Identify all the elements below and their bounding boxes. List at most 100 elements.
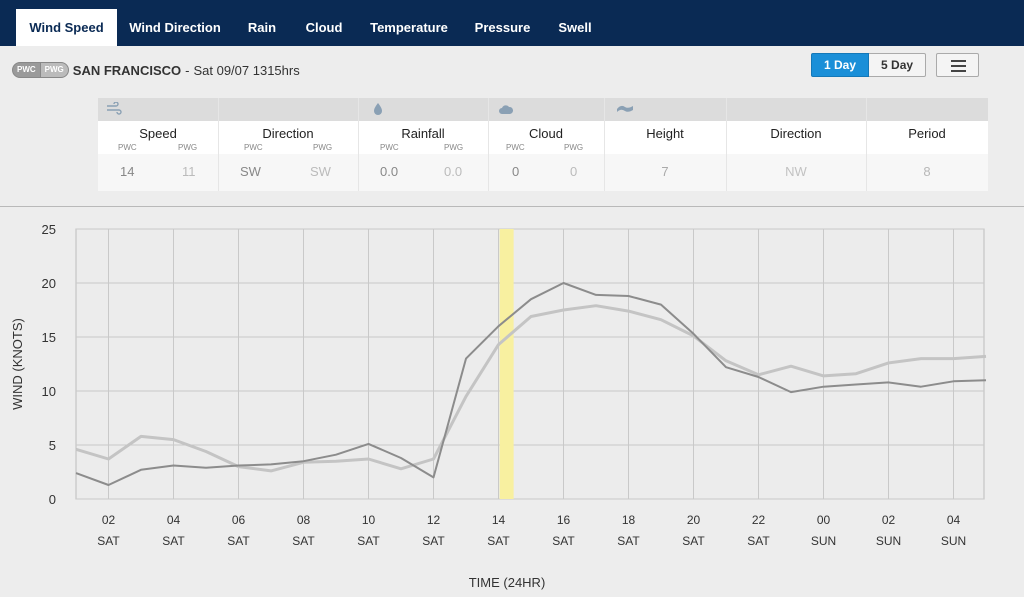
grid-lines — [76, 228, 984, 500]
rainfall-pwg-value: 0.0 — [444, 164, 463, 179]
swell-period-values: 8 — [866, 154, 988, 191]
x-tick-hour-label: 08 — [297, 513, 311, 527]
x-tick-hour-label: 20 — [687, 513, 701, 527]
series-layer — [75, 282, 987, 486]
rainfall-values: 0.0 0.0 — [358, 154, 488, 191]
y-axis-label: WIND (KNOTS) — [10, 318, 25, 410]
summary-icon-bar — [98, 98, 988, 121]
x-tick-day-label: SAT — [97, 534, 120, 548]
y-tick-label: 20 — [42, 276, 56, 291]
rainfall-pwc-value: 0.0 — [380, 164, 399, 179]
x-tick-day-label: SAT — [552, 534, 575, 548]
x-tick-day-label: SUN — [876, 534, 901, 548]
column-divider — [726, 98, 727, 191]
y-tick-labels: 0 5 10 15 20 25 — [42, 222, 56, 507]
x-tick-labels: 02 SAT 04 SAT 06 SAT 08 SAT 10 SAT 12 SAT 14 SAT 16 SAT… — [97, 513, 966, 548]
rainfall-label: Rainfall — [401, 126, 445, 141]
x-tick-hour-label: 18 — [622, 513, 636, 527]
swell-height-column: Height 7 — [604, 121, 726, 191]
direction-column: Direction PWC PWG SW SW — [218, 121, 358, 191]
tab-temperature[interactable]: Temperature — [370, 20, 448, 35]
x-tick-hour-label: 10 — [362, 513, 376, 527]
section-divider — [0, 206, 1024, 207]
series-line-pwc — [75, 282, 987, 486]
pwc-badge: PWC — [12, 62, 41, 78]
x-tick-hour-label: 04 — [167, 513, 181, 527]
cloud-pwg-value: 0 — [570, 164, 578, 179]
speed-label: Speed — [139, 126, 177, 141]
column-divider — [488, 98, 489, 191]
swell-direction-column: Direction NW — [726, 121, 866, 191]
y-tick-label: 15 — [42, 330, 56, 345]
location-datetime: Sat 09/07 1315hrs — [193, 62, 300, 78]
menu-button[interactable] — [936, 53, 979, 77]
swell-period-column: Period 8 — [866, 121, 988, 191]
x-axis-label: TIME (24HR) — [469, 575, 546, 590]
x-tick-hour-label: 12 — [427, 513, 441, 527]
cloud-label: Cloud — [529, 126, 563, 141]
direction-pwg-label: PWG — [313, 143, 333, 152]
cloud-icon — [499, 105, 514, 114]
swell-height-values: 7 — [604, 154, 726, 191]
tab-pressure[interactable]: Pressure — [474, 20, 531, 35]
cloud-pwg-label: PWG — [564, 143, 584, 152]
swell-height-value: 7 — [661, 164, 669, 179]
column-divider — [358, 98, 359, 191]
swell-direction-value: NW — [785, 164, 807, 179]
x-tick-day-label: SAT — [357, 534, 380, 548]
swell-height-label: Height — [646, 126, 684, 141]
swell-period-value: 8 — [923, 164, 931, 179]
tab-swell[interactable]: Swell — [558, 20, 592, 35]
direction-pwc-label: PWC — [244, 143, 263, 152]
pwg-badge: PWG — [40, 62, 69, 78]
cloud-pwc-label: PWC — [506, 143, 525, 152]
x-tick-day-label: SAT — [227, 534, 250, 548]
speed-values: 14 11 — [98, 154, 218, 191]
x-tick-day-label: SUN — [811, 534, 836, 548]
cloud-values: 0 0 — [488, 154, 604, 191]
rainfall-pwg-label: PWG — [444, 143, 464, 152]
y-tick-label: 25 — [42, 222, 56, 237]
wind-speed-chart: 0 5 10 15 20 25 02 SAT 04 SAT 06 SAT 08 SAT 10 SAT 12 SA… — [10, 222, 987, 590]
hamburger-icon-bar — [951, 70, 966, 72]
tab-wind-direction[interactable]: Wind Direction — [129, 20, 221, 35]
speed-pwc-label: PWC — [118, 143, 137, 152]
cloud-column: Cloud PWC PWG 0 0 — [488, 121, 604, 191]
x-tick-day-label: SAT — [487, 534, 510, 548]
speed-pwg-label: PWG — [178, 143, 198, 152]
direction-pwg-value: SW — [310, 164, 331, 179]
swell-direction-label: Direction — [770, 126, 822, 141]
hamburger-icon-bar — [951, 65, 966, 67]
wind-icon — [107, 102, 122, 115]
x-tick-hour-label: 00 — [817, 513, 831, 527]
x-tick-hour-label: 02 — [102, 513, 116, 527]
five-day-button[interactable]: 5 Day — [869, 53, 927, 77]
location-name: SAN FRANCISCO — [72, 62, 182, 78]
cloud-pwc-value: 0 — [512, 164, 520, 179]
x-tick-day-label: SAT — [682, 534, 705, 548]
tab-rain[interactable]: Rain — [247, 20, 277, 35]
tab-wind-speed[interactable]: Wind Speed — [16, 9, 117, 46]
series-line-pwg — [75, 304, 987, 473]
direction-pwc-value: SW — [240, 164, 261, 179]
x-tick-day-label: SAT — [422, 534, 445, 548]
one-day-button[interactable]: 1 Day — [811, 53, 870, 77]
top-nav: Wind Speed Wind Direction Rain Cloud Tem… — [0, 0, 1024, 46]
tab-cloud[interactable]: Cloud — [305, 20, 343, 35]
x-tick-hour-label: 02 — [882, 513, 896, 527]
x-tick-day-label: SAT — [747, 534, 770, 548]
y-tick-label: 5 — [49, 438, 56, 453]
x-tick-day-label: SAT — [162, 534, 185, 548]
x-tick-day-label: SUN — [941, 534, 966, 548]
direction-values: SW SW — [218, 154, 358, 191]
speed-pwg-value: 11 — [182, 164, 196, 179]
column-divider — [866, 98, 867, 191]
x-tick-hour-label: 22 — [752, 513, 766, 527]
swell-wave-icon — [617, 105, 633, 112]
rainfall-pwc-label: PWC — [380, 143, 399, 152]
location-row: PWC PWG SAN FRANCISCO - Sat 09/07 1315hrs — [12, 60, 300, 80]
hamburger-icon — [951, 60, 966, 62]
x-tick-hour-label: 14 — [492, 513, 506, 527]
current-time-marker — [499, 229, 514, 499]
y-tick-label: 10 — [42, 384, 56, 399]
